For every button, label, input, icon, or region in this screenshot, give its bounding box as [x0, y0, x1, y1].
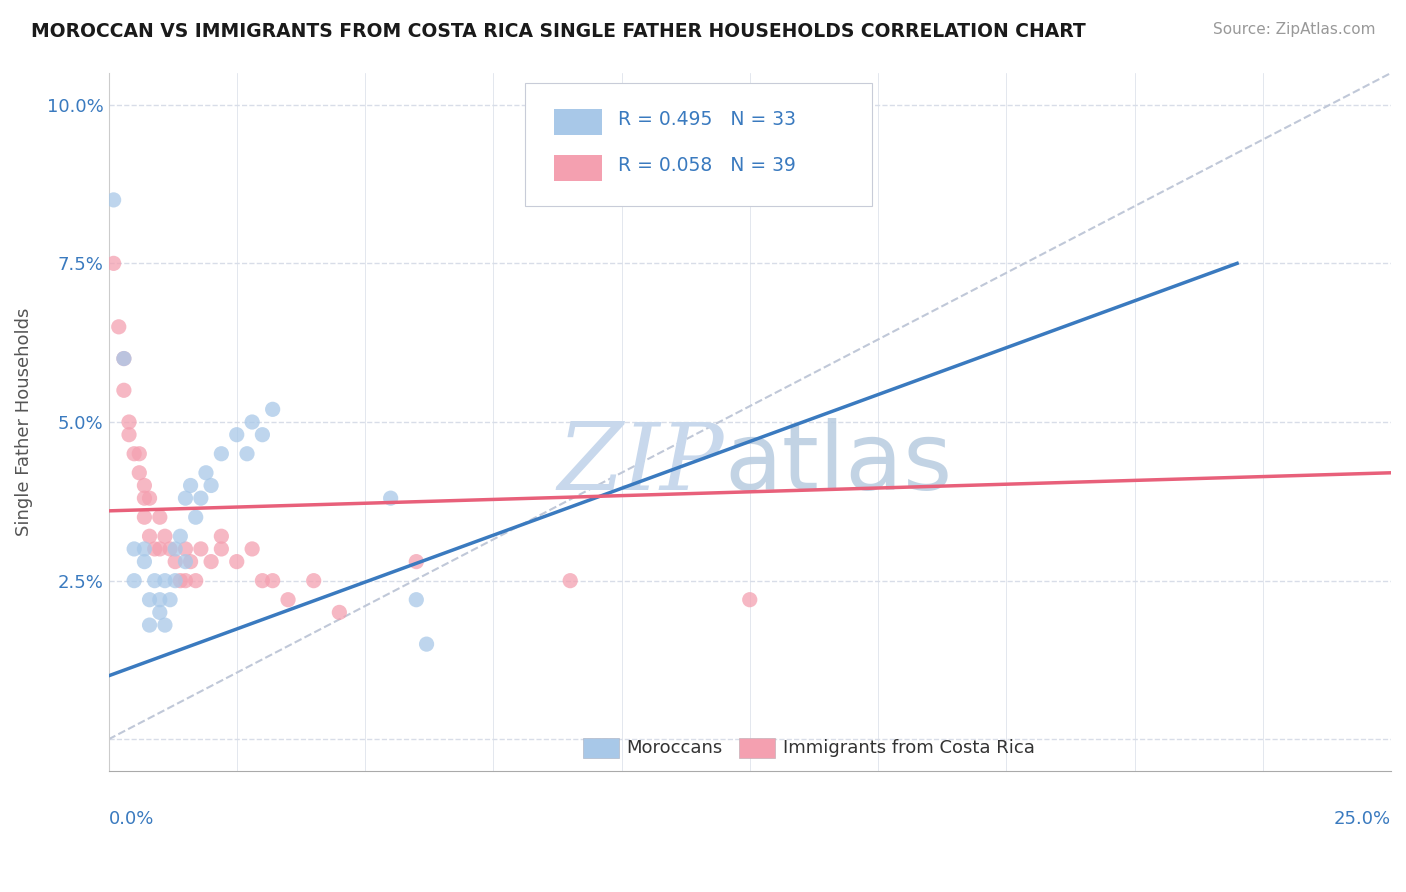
Point — [252, 574, 274, 588]
Point — [103, 256, 125, 270]
Point — [128, 466, 150, 480]
Point — [200, 555, 222, 569]
Point — [194, 466, 217, 480]
Point — [138, 618, 160, 632]
Point — [328, 606, 350, 620]
Point — [138, 491, 160, 505]
Point — [143, 541, 166, 556]
Bar — [583, 738, 619, 758]
Point — [405, 555, 427, 569]
Point — [118, 415, 141, 429]
Point — [153, 574, 176, 588]
Point — [149, 541, 172, 556]
Point — [174, 541, 197, 556]
Point — [277, 592, 299, 607]
Point — [112, 351, 135, 366]
Point — [134, 510, 156, 524]
Text: 0.0%: 0.0% — [108, 810, 153, 828]
Point — [143, 574, 166, 588]
Point — [122, 574, 145, 588]
Point — [134, 555, 156, 569]
Point — [169, 529, 191, 543]
Point — [209, 447, 232, 461]
Point — [174, 574, 197, 588]
Point — [209, 541, 232, 556]
Point — [180, 555, 202, 569]
Point — [138, 529, 160, 543]
Point — [153, 618, 176, 632]
Point — [252, 427, 274, 442]
Text: 25.0%: 25.0% — [1334, 810, 1391, 828]
Bar — [740, 738, 775, 758]
Text: R = 0.495   N = 33: R = 0.495 N = 33 — [617, 111, 796, 129]
Point — [174, 555, 197, 569]
Point — [118, 427, 141, 442]
Point — [159, 592, 181, 607]
Point — [138, 592, 160, 607]
Bar — [554, 109, 602, 135]
Point — [165, 541, 187, 556]
Text: Immigrants from Costa Rica: Immigrants from Costa Rica — [783, 739, 1035, 757]
Y-axis label: Single Father Households: Single Father Households — [15, 308, 32, 536]
Point — [184, 574, 207, 588]
Text: Moroccans: Moroccans — [627, 739, 723, 757]
Text: R = 0.058   N = 39: R = 0.058 N = 39 — [617, 156, 796, 176]
Text: ZIP: ZIP — [557, 419, 724, 509]
Point — [134, 491, 156, 505]
Bar — [554, 154, 602, 181]
Point — [122, 447, 145, 461]
Point — [128, 447, 150, 461]
Point — [262, 574, 284, 588]
Point — [209, 529, 232, 543]
Point — [302, 574, 325, 588]
Point — [738, 592, 761, 607]
Point — [240, 415, 263, 429]
Point — [380, 491, 402, 505]
Point — [122, 541, 145, 556]
Point — [236, 447, 259, 461]
Point — [107, 319, 129, 334]
Point — [174, 491, 197, 505]
Point — [159, 541, 181, 556]
Point — [165, 574, 187, 588]
Point — [180, 478, 202, 492]
Point — [153, 529, 176, 543]
Point — [134, 478, 156, 492]
Point — [405, 592, 427, 607]
FancyBboxPatch shape — [526, 84, 872, 206]
Point — [169, 574, 191, 588]
Point — [415, 637, 437, 651]
Point — [134, 541, 156, 556]
Point — [165, 555, 187, 569]
Point — [112, 384, 135, 398]
Point — [225, 427, 247, 442]
Point — [184, 510, 207, 524]
Point — [190, 491, 212, 505]
Point — [225, 555, 247, 569]
Point — [149, 510, 172, 524]
Point — [190, 541, 212, 556]
Point — [149, 606, 172, 620]
Point — [200, 478, 222, 492]
Point — [103, 193, 125, 207]
Text: MOROCCAN VS IMMIGRANTS FROM COSTA RICA SINGLE FATHER HOUSEHOLDS CORRELATION CHAR: MOROCCAN VS IMMIGRANTS FROM COSTA RICA S… — [31, 22, 1085, 41]
Point — [149, 592, 172, 607]
Text: atlas: atlas — [724, 417, 952, 510]
Text: Source: ZipAtlas.com: Source: ZipAtlas.com — [1212, 22, 1375, 37]
Point — [240, 541, 263, 556]
Point — [112, 351, 135, 366]
Point — [560, 574, 582, 588]
Point — [262, 402, 284, 417]
